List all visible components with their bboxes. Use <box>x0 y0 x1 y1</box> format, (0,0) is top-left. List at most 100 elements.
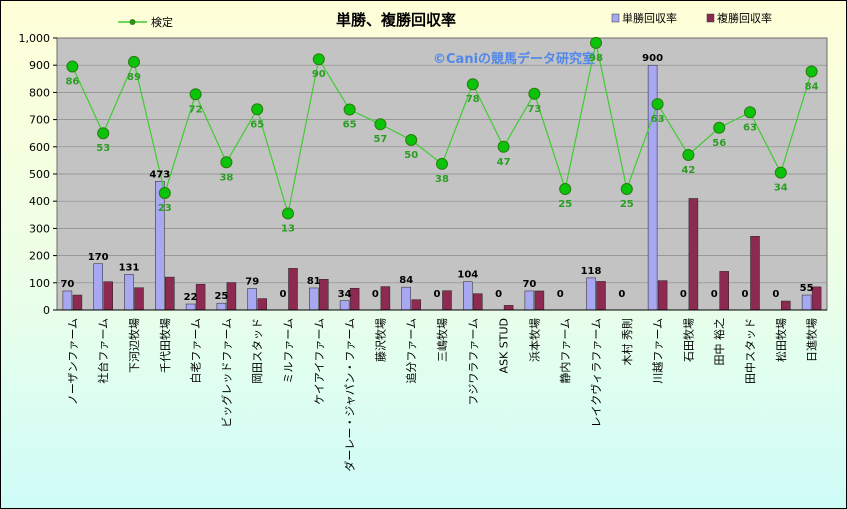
kentei-value-label: 38 <box>219 172 233 183</box>
kentei-marker <box>466 78 479 91</box>
kentei-marker <box>590 36 602 49</box>
kentei-value-label: 63 <box>651 114 665 125</box>
bar-value-label: 70 <box>60 279 74 290</box>
kentei-value-label: 56 <box>712 138 726 149</box>
bar-value-label: 81 <box>307 276 321 287</box>
bar-value-label: 0 <box>742 289 749 300</box>
x-tick-label: ミルファーム <box>282 318 295 384</box>
bar-fukusho <box>657 280 668 311</box>
kentei-marker <box>405 134 418 146</box>
bar-tansho <box>247 288 257 311</box>
kentei-value-label: 25 <box>620 199 634 210</box>
x-tick-label: 田中 裕之 <box>712 318 726 366</box>
bar-fukusho <box>719 271 729 311</box>
legend-item-fukusho: 複勝回収率 <box>706 11 772 25</box>
kentei-value-label: 42 <box>681 165 695 176</box>
kentei-marker <box>97 127 110 140</box>
kentei-value-label: 25 <box>558 199 572 210</box>
legend-fukusho-label: 複勝回収率 <box>717 11 772 25</box>
bar-tansho <box>309 287 319 311</box>
x-tick-label: 田中スタッド <box>744 318 757 384</box>
bar-value-label: 70 <box>522 279 536 290</box>
kentei-marker <box>66 60 79 73</box>
bar-value-label: 25 <box>214 291 228 302</box>
bar-value-label: 170 <box>88 252 109 263</box>
bar-tansho <box>124 274 134 311</box>
bar-value-label: 22 <box>184 292 198 303</box>
kentei-marker <box>128 55 140 68</box>
bar-value-label: 0 <box>680 289 687 300</box>
bar-tansho <box>524 290 535 311</box>
bar-tansho <box>155 181 165 311</box>
x-tick-label: レイクヴィラファーム <box>589 318 603 427</box>
kentei-marker <box>343 103 356 116</box>
kentei-marker <box>189 88 202 101</box>
x-tick-label: 藤沢牧場 <box>373 318 387 362</box>
watermark-text: ©Caniの競馬データ研究室 <box>433 51 595 67</box>
bar-value-label: 0 <box>618 289 625 300</box>
x-tick-label: 石田牧場 <box>681 318 695 362</box>
kentei-value-label: 13 <box>281 223 295 234</box>
x-tick-label: 千代田牧場 <box>158 318 172 373</box>
kentei-value-label: 57 <box>373 134 387 145</box>
bar-fukusho <box>134 287 144 311</box>
kentei-marker <box>158 187 171 200</box>
bar-value-label: 84 <box>399 275 413 286</box>
kentei-value-label: 84 <box>805 81 819 92</box>
bar-tansho <box>62 290 73 311</box>
bar-fukusho <box>103 281 113 311</box>
y-tick-label: 100 <box>29 277 50 290</box>
bar-tansho <box>185 303 196 311</box>
legend-tansho-swatch <box>611 13 620 23</box>
kentei-marker <box>251 103 264 116</box>
line-series-group <box>66 36 818 220</box>
y-tick-label: 500 <box>29 168 50 181</box>
bar-fukusho <box>257 298 267 311</box>
legend-tansho-label: 単勝回収率 <box>622 11 677 25</box>
kentei-marker <box>312 53 325 66</box>
y-tick-label: 600 <box>29 141 50 154</box>
kentei-value-label: 65 <box>250 119 264 130</box>
y-tick-label: 0 <box>43 304 50 317</box>
bar-tansho <box>463 281 473 311</box>
y-tick-label: 900 <box>29 59 50 72</box>
kentei-value-label: 72 <box>189 104 203 115</box>
kentei-marker <box>497 140 510 153</box>
kentei-marker <box>220 156 233 169</box>
bar-fukusho <box>534 290 545 311</box>
gridlines <box>57 64 827 284</box>
legend-kentei-label: 検定 <box>151 15 173 29</box>
x-tick-label: フジワラファーム <box>467 318 480 406</box>
kentei-marker <box>713 121 726 134</box>
kentei-marker <box>744 106 756 119</box>
y-tick-label: 300 <box>29 222 50 235</box>
bar-fukusho <box>442 290 452 311</box>
bar-fukusho <box>781 300 791 311</box>
x-tick-label: 川越ファーム <box>651 318 665 384</box>
x-tick-label: 追分ファーム <box>404 318 418 384</box>
kentei-value-label: 38 <box>435 174 449 185</box>
kentei-marker <box>620 182 633 195</box>
y-axis-ticks: 0 100 200 300 400 500 600 700 800 900 1,000 <box>19 32 57 317</box>
kentei-value-label: 73 <box>527 104 541 115</box>
kentei-value-label: 78 <box>466 94 480 105</box>
bar-fukusho <box>165 276 175 311</box>
bar-value-label: 473 <box>149 169 170 180</box>
bar-value-label: 0 <box>557 289 564 300</box>
x-tick-label: 社台ファーム <box>96 318 110 384</box>
bar-value-label: 0 <box>434 289 441 300</box>
y-tick-label: 800 <box>29 86 50 99</box>
kentei-value-label: 86 <box>65 77 79 88</box>
bar-value-label: 0 <box>280 289 287 300</box>
kentei-value-label: 34 <box>774 183 788 194</box>
bar-value-label: 34 <box>338 289 352 300</box>
bar-fukusho <box>473 293 483 311</box>
bar-value-label: 104 <box>457 270 478 281</box>
x-tick-label: 木村 秀則 <box>620 318 634 366</box>
x-tick-label: ASK STUD <box>498 318 511 373</box>
x-tick-label: ダーレー・ジャパン・ファーム <box>343 318 357 472</box>
bar-value-label: 118 <box>581 266 602 277</box>
legend: 検定 単勝回収率 複勝回収率 <box>118 11 772 29</box>
bar-tansho <box>339 300 350 311</box>
